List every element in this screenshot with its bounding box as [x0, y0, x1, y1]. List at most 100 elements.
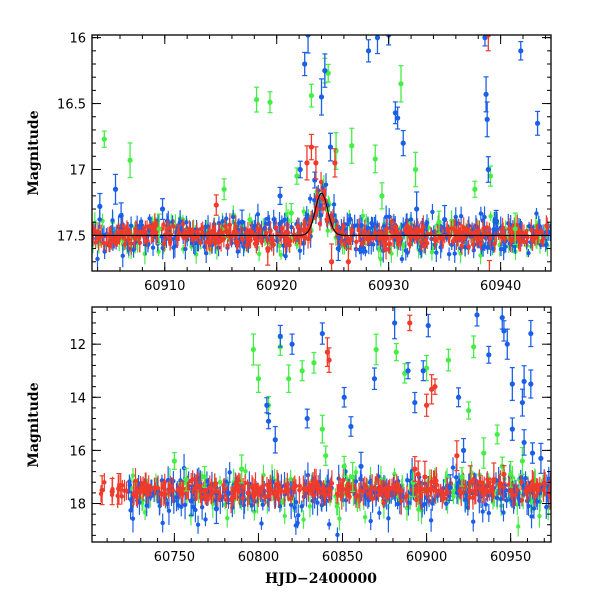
top-blue-point: [229, 240, 234, 246]
bottom-red-point: [415, 471, 421, 477]
top-red-point: [398, 236, 403, 241]
top-blue-point: [400, 140, 406, 146]
bottom-red-point: [205, 497, 210, 503]
bottom-red-point: [246, 491, 252, 496]
top-red-point: [249, 229, 254, 234]
bottom-red-point: [547, 493, 551, 498]
top-green-point: [436, 219, 442, 225]
bottom-y-tick-label: 16: [69, 444, 86, 459]
bottom-green-point: [519, 458, 526, 464]
bottom-x-tick-label: 60850: [322, 550, 363, 565]
bottom-blue-point: [199, 504, 205, 510]
top-red-point: [465, 226, 471, 232]
bottom-red-point: [286, 488, 291, 494]
bottom-green-point: [337, 516, 342, 521]
bottom-blue-point: [227, 470, 232, 475]
top-green-point: [379, 193, 385, 199]
top-red-point: [304, 160, 310, 166]
top-blue-point: [518, 48, 524, 54]
bottom-red-point: [519, 479, 524, 485]
bottom-red-point: [414, 497, 419, 503]
bottom-blue-point: [144, 503, 149, 508]
bottom-blue-point: [386, 516, 391, 521]
bottom-red-point: [190, 477, 195, 482]
bottom-red-point: [537, 482, 542, 487]
bottom-red-point: [146, 483, 151, 489]
bottom-blue-point: [504, 498, 509, 503]
top-red-point: [356, 227, 362, 233]
top-red-point: [167, 238, 173, 243]
top-blue-point: [120, 253, 125, 259]
bottom-red-point: [491, 476, 497, 483]
top-blue-point: [302, 61, 308, 67]
bottom-red-point: [341, 477, 346, 483]
top-blue-point: [203, 250, 209, 256]
bottom-y-tick-label: 14: [69, 391, 86, 406]
bottom-red-point: [442, 491, 448, 497]
bottom-blue-point: [501, 510, 506, 515]
top-green-point: [360, 213, 366, 218]
top-green-point: [156, 226, 162, 232]
top-red-point: [462, 236, 467, 241]
top-y-axis-label: Magnitude: [26, 110, 42, 195]
bottom-red-point: [347, 489, 353, 494]
top-blue-point: [482, 214, 487, 220]
bottom-blue-point: [392, 320, 398, 326]
bottom-blue-point: [471, 519, 476, 524]
bottom-red-point: [362, 482, 368, 487]
top-red-point: [200, 230, 206, 236]
top-blue-point: [239, 219, 245, 225]
top-red-baseline-series: [92, 171, 550, 260]
top-red-point: [271, 242, 276, 247]
top-y-tick-label: 17.5: [57, 229, 86, 244]
top-blue-point: [547, 230, 551, 235]
top-blue-point: [159, 206, 166, 212]
top-red-point: [348, 236, 354, 242]
top-red-point: [209, 240, 214, 245]
top-blue-point: [365, 48, 372, 54]
bottom-x-tick-label: 60900: [406, 550, 447, 565]
top-blue-point: [471, 248, 476, 253]
top-blue-point: [184, 220, 189, 225]
bottom-green-point: [301, 517, 306, 522]
top-blue-point: [95, 256, 100, 262]
top-blue-point: [387, 214, 392, 219]
bottom-blue-point: [296, 513, 301, 518]
bottom-red-point: [454, 453, 460, 459]
top-red-point: [421, 224, 426, 229]
top-blue-point: [307, 196, 313, 201]
bottom-green-point: [239, 466, 245, 472]
top-red-point: [342, 242, 347, 247]
bottom-blue-point: [289, 341, 295, 347]
bottom-blue-point: [319, 330, 325, 337]
bottom-green-point: [362, 515, 368, 520]
bottom-blue-point: [535, 499, 540, 504]
top-red-point: [383, 247, 389, 252]
bottom-blue-point: [528, 330, 534, 337]
top-x-tick-label: 60910: [144, 279, 185, 294]
bottom-green-point: [286, 376, 292, 382]
bottom-blue-point: [425, 322, 431, 329]
top-red-point: [171, 224, 176, 229]
top-red-point: [433, 238, 438, 243]
top-red-point: [137, 240, 143, 246]
bottom-red-point: [221, 487, 227, 492]
bottom-blue-point: [521, 378, 527, 384]
top-red-point: [522, 239, 527, 245]
top-red-point: [466, 244, 471, 249]
top-blue-point: [359, 222, 364, 228]
top-blue-point: [331, 202, 337, 207]
top-red-point: [345, 259, 351, 265]
top-blue-point: [405, 250, 410, 255]
bottom-plot-frame: [91, 306, 552, 543]
bottom-red-point: [116, 486, 122, 492]
bottom-blue-point: [420, 368, 426, 374]
bottom-green-point: [508, 471, 514, 477]
top-green-point: [278, 252, 284, 258]
bottom-blue-point: [377, 510, 382, 516]
top-blue-point: [544, 241, 549, 247]
bottom-red-point: [407, 320, 413, 326]
bottom-blue-point: [405, 368, 411, 374]
top-blue-point: [371, 242, 376, 247]
top-blue-point: [363, 249, 368, 254]
